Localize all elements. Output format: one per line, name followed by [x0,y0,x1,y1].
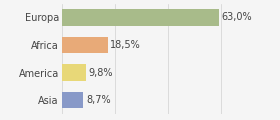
Bar [62,37,108,53]
Bar [62,9,219,26]
Text: 8,7%: 8,7% [86,95,111,105]
Text: 18,5%: 18,5% [110,40,141,50]
Bar [62,64,86,81]
Text: 63,0%: 63,0% [222,12,253,22]
Bar [62,92,83,108]
Text: 9,8%: 9,8% [89,68,113,78]
